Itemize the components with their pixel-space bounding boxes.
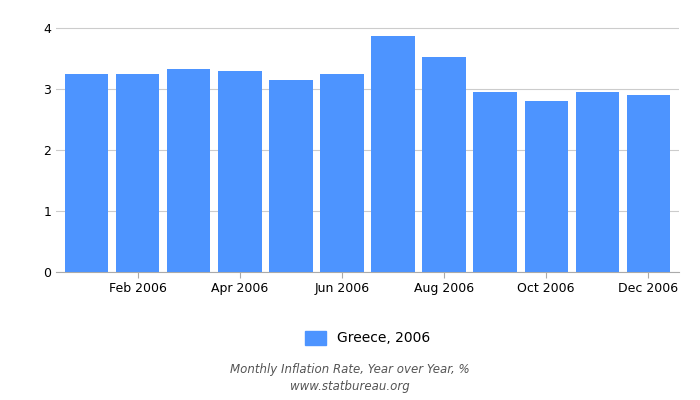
Bar [371,36,414,272]
Bar [167,69,211,272]
Bar [270,80,313,272]
Bar [218,71,262,272]
Bar [321,74,364,272]
Bar [65,74,108,272]
Bar [473,92,517,272]
Bar [575,92,619,272]
Text: Monthly Inflation Rate, Year over Year, %: Monthly Inflation Rate, Year over Year, … [230,364,470,376]
Bar [116,74,160,272]
Legend: Greece, 2006: Greece, 2006 [300,325,435,351]
Bar [422,57,466,272]
Bar [524,101,568,272]
Bar [626,95,670,272]
Text: www.statbureau.org: www.statbureau.org [290,380,410,393]
